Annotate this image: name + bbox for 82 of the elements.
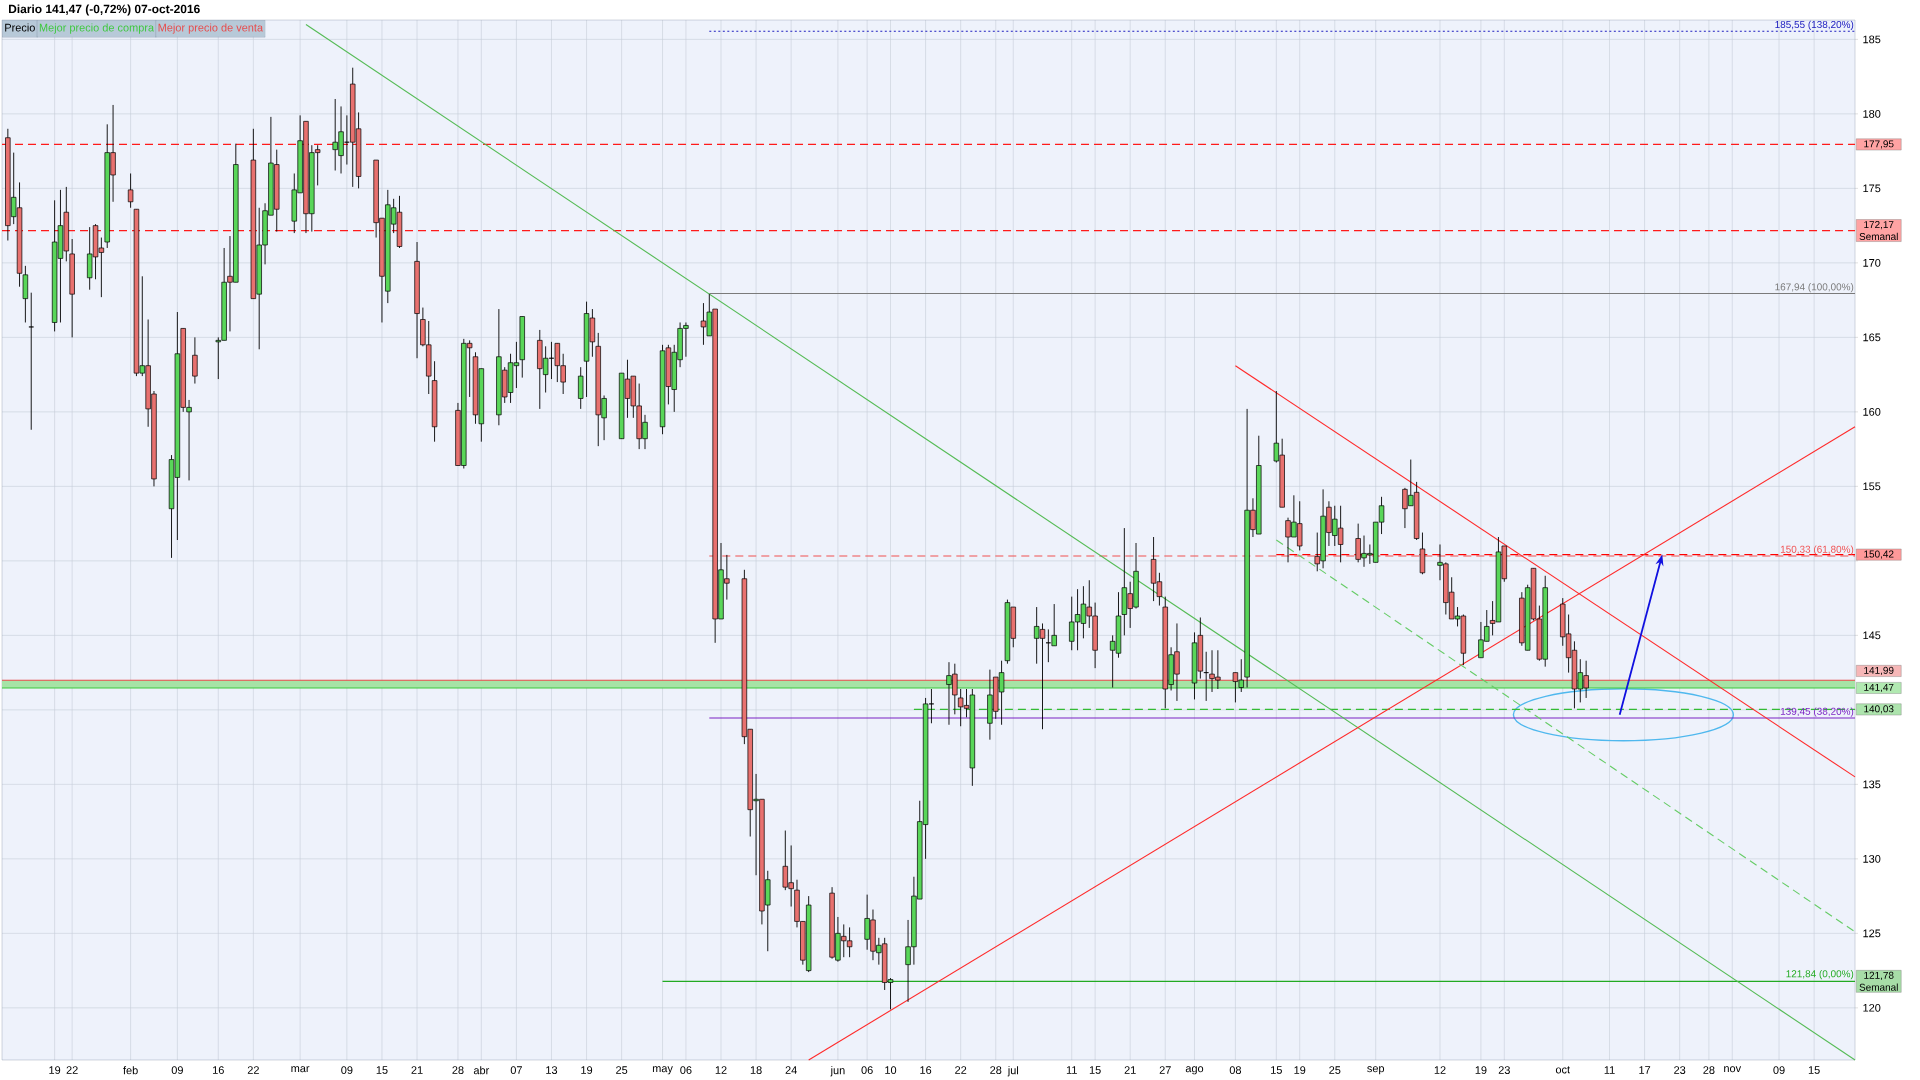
x-tick-label: 12 <box>715 1066 727 1074</box>
x-tick-label: abr <box>473 1066 490 1075</box>
x-tick-label: feb <box>123 1066 138 1075</box>
x-tick-label: 22 <box>955 1066 967 1074</box>
data-label: 141,47 <box>1864 683 1894 693</box>
ref-line-label: 172,17 Semanal <box>1859 221 1898 241</box>
annotation: 150,33 (61,80%) <box>1780 545 1854 555</box>
x-tick-label: 21 <box>1124 1066 1136 1074</box>
y-tick-label: 160 <box>1863 408 1881 416</box>
y-tick-label: 170 <box>1863 259 1881 267</box>
x-tick-label: 13 <box>546 1066 558 1074</box>
x-tick-label: may <box>652 1066 673 1075</box>
y-tick-label: 185 <box>1863 35 1881 44</box>
x-tick-label: 28 <box>452 1066 464 1074</box>
text: Mejor precio de compra <box>39 23 155 34</box>
x-tick-label: jul <box>1007 1066 1019 1077</box>
y-tick-label: 125 <box>1863 929 1881 938</box>
x-tick-label: 19 <box>1294 1066 1306 1074</box>
candlestick <box>1419 532 1426 575</box>
data-label: 121,78 Semanal <box>1859 971 1898 991</box>
x-tick-label: 23 <box>1674 1066 1686 1074</box>
x-tick-label: ago <box>1185 1066 1204 1075</box>
text: Mejor precio de venta <box>158 23 264 34</box>
x-tick-label: 08 <box>1229 1066 1242 1074</box>
x-tick-label: 09 <box>1773 1066 1785 1074</box>
annotation: 185,55 (138,20%) <box>1775 20 1854 30</box>
x-tick-label: 28 <box>990 1066 1002 1074</box>
chart-title: Diario 141,47 (-0,72%) 07-oct-2016 <box>9 4 200 16</box>
x-tick-label: 06 <box>861 1066 873 1074</box>
x-tick-label: 06 <box>680 1066 692 1074</box>
x-tick-label: 15 <box>1089 1066 1101 1074</box>
x-tick-label: 19 <box>581 1066 593 1074</box>
candlestick <box>192 336 198 385</box>
text: Precio <box>5 23 35 32</box>
x-tick-label: 22 <box>66 1066 78 1074</box>
x-tick-label: 16 <box>213 1066 224 1074</box>
x-tick-label: 25 <box>1329 1066 1341 1074</box>
y-tick-label: 180 <box>1863 110 1881 118</box>
annotation: 167,94 (100,00%) <box>1775 283 1854 293</box>
y-tick-label: 145 <box>1863 631 1881 640</box>
x-tick-label: 17 <box>1639 1066 1651 1074</box>
y-tick-label: 175 <box>1863 184 1881 193</box>
x-tick-label: 16 <box>920 1066 932 1074</box>
y-tick-label: 155 <box>1863 482 1881 491</box>
candlestick <box>127 173 134 209</box>
data-label: 140,03 <box>1864 705 1894 714</box>
x-tick-label: 10 <box>885 1066 897 1074</box>
y-tick-label: 130 <box>1863 854 1881 863</box>
y-tick-label: 165 <box>1863 333 1881 342</box>
x-tick-label: 28 <box>1703 1066 1715 1074</box>
x-tick-label: jun <box>830 1066 845 1077</box>
x-tick-label: 24 <box>785 1066 797 1074</box>
annotation: 121,84 (0,00%) <box>1786 969 1854 980</box>
x-tick-label: oct <box>1555 1066 1570 1074</box>
x-tick-label: 21 <box>411 1066 423 1074</box>
x-tick-label: 15 <box>1808 1066 1820 1074</box>
data-label: 150,42 <box>1864 550 1894 559</box>
candlestick <box>28 292 34 431</box>
x-tick-label: 22 <box>247 1066 259 1074</box>
x-tick-label: 25 <box>616 1066 628 1074</box>
x-tick-label: 27 <box>1159 1066 1171 1074</box>
x-tick-label: 09 <box>341 1066 353 1074</box>
annotation: 139,45 (38,20%) <box>1780 707 1854 717</box>
x-tick-label: 15 <box>1271 1066 1282 1074</box>
x-tick-label: 15 <box>376 1066 388 1074</box>
x-tick-label: 09 <box>171 1066 183 1074</box>
x-tick-label: 19 <box>1475 1066 1487 1074</box>
x-tick-label: 07 <box>510 1066 522 1074</box>
y-tick-label: 135 <box>1863 780 1881 789</box>
candlestick <box>578 366 584 410</box>
x-tick-label: 11 <box>1066 1066 1077 1074</box>
x-tick-label: 23 <box>1498 1066 1510 1074</box>
data-label: 141,99 <box>1864 666 1894 676</box>
y-tick-label: 120 <box>1863 1003 1881 1012</box>
x-tick-label: 19 <box>49 1066 61 1074</box>
x-tick-label: nov <box>1724 1066 1742 1073</box>
x-tick-label: 12 <box>1434 1066 1446 1074</box>
x-tick-label: mar <box>291 1066 310 1073</box>
ref-line-label: 177,95 <box>1864 140 1894 149</box>
x-tick-label: sep <box>1367 1066 1385 1075</box>
x-tick-label: 11 <box>1604 1066 1615 1074</box>
x-tick-label: 18 <box>750 1066 762 1074</box>
